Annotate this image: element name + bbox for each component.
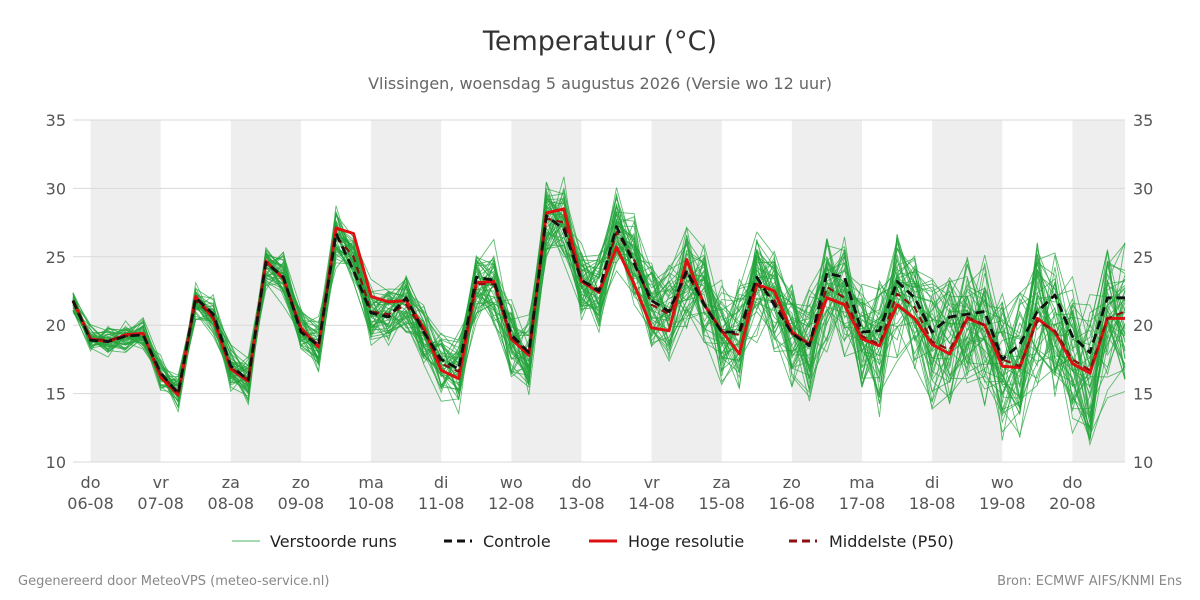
x-tick-day-9: za	[713, 473, 731, 492]
footer-generated-by: Gegenereerd door MeteoVPS (meteo-service…	[18, 574, 329, 589]
chart-title: Temperatuur (°C)	[482, 26, 717, 57]
y-tick-right-30: 30	[1133, 179, 1153, 198]
y-tick-left-20: 20	[46, 316, 66, 335]
legend-label-2: Controle	[483, 532, 551, 551]
y-tick-left-30: 30	[46, 179, 66, 198]
y-tick-right-35: 35	[1133, 111, 1153, 130]
x-tick-date-0: 06-08	[67, 494, 114, 513]
y-tick-left-35: 35	[46, 111, 66, 130]
x-tick-day-6: wo	[500, 473, 523, 492]
x-tick-day-13: wo	[991, 473, 1014, 492]
y-tick-left-15: 15	[46, 385, 66, 404]
series-controle	[71, 214, 1125, 396]
y-tick-right-25: 25	[1133, 248, 1153, 267]
x-tick-date-14: 20-08	[1049, 494, 1096, 513]
main-series	[71, 207, 1126, 397]
legend: Verstoorde runs Controle Hoge resolutie Mid…	[232, 532, 954, 551]
chart-subtitle: Vlissingen, woensdag 5 augustus 2026 (Ve…	[368, 74, 832, 93]
x-tick-date-4: 10-08	[348, 494, 395, 513]
y-tick-right-10: 10	[1133, 453, 1153, 472]
x-tick-date-5: 11-08	[418, 494, 465, 513]
x-tick-day-7: do	[571, 473, 591, 492]
x-axis-ticks: do 06-08 vr 07-08 za 08-08 zo 09-08 ma 10-08 di 11-…	[67, 473, 1095, 513]
footer-source: Bron: ECMWF AIFS/KNMI Ens	[997, 574, 1182, 589]
x-tick-date-9: 15-08	[698, 494, 745, 513]
y-tick-right-15: 15	[1133, 385, 1153, 404]
x-tick-date-10: 16-08	[769, 494, 816, 513]
day-band-0	[90, 120, 161, 462]
x-tick-day-10: zo	[783, 473, 801, 492]
x-tick-day-12: di	[925, 473, 940, 492]
x-tick-date-12: 18-08	[909, 494, 956, 513]
x-tick-date-3: 09-08	[278, 494, 325, 513]
day-band-4	[371, 120, 442, 462]
x-tick-date-8: 14-08	[628, 494, 675, 513]
x-tick-day-1: vr	[153, 473, 169, 492]
y-tick-left-25: 25	[46, 248, 66, 267]
x-tick-date-1: 07-08	[137, 494, 184, 513]
x-tick-date-6: 12-08	[488, 494, 535, 513]
x-tick-day-11: ma	[849, 473, 874, 492]
x-tick-date-2: 08-08	[208, 494, 255, 513]
x-tick-day-3: zo	[292, 473, 310, 492]
x-tick-day-4: ma	[358, 473, 383, 492]
legend-label-1: Verstoorde runs	[270, 532, 397, 551]
x-tick-day-0: do	[81, 473, 101, 492]
legend-label-3: Hoge resolutie	[628, 532, 744, 551]
x-tick-day-5: di	[434, 473, 449, 492]
x-tick-date-7: 13-08	[558, 494, 605, 513]
ensemble-run-42	[72, 181, 1126, 418]
day-band-6	[511, 120, 582, 462]
x-tick-day-14: do	[1062, 473, 1082, 492]
x-tick-date-11: 17-08	[839, 494, 886, 513]
x-tick-day-8: vr	[644, 473, 660, 492]
x-tick-date-13: 19-08	[979, 494, 1026, 513]
y-axis-ticks: 10 10 15 15 20 20 25 25 30 30 35 35	[46, 111, 1154, 472]
x-tick-day-2: za	[222, 473, 240, 492]
y-tick-left-10: 10	[46, 453, 66, 472]
legend-label-4: Middelste (P50)	[829, 532, 954, 551]
y-tick-right-20: 20	[1133, 316, 1153, 335]
ensemble-run-34	[72, 196, 1126, 416]
